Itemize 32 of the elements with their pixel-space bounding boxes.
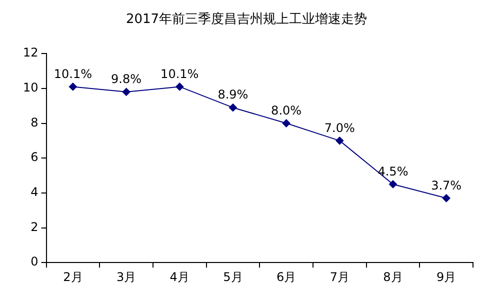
point [442, 194, 450, 202]
point [228, 104, 237, 112]
x-tick-label: 9月 [436, 270, 456, 284]
x-tick-label: 8月 [383, 270, 403, 284]
chart-title: 2017年前三季度昌吉州规上工业增速走势 [126, 11, 368, 28]
point [122, 88, 130, 96]
y-tick-label: 2 [30, 220, 38, 234]
data-label: 10.1% [54, 66, 92, 81]
x-tick-label: 7月 [330, 270, 350, 284]
data-label: 4.5% [378, 164, 408, 178]
point [388, 180, 397, 188]
data-label: 8.0% [271, 103, 302, 118]
x-tick-label: 3月 [116, 270, 136, 284]
y-tick-label: 4 [30, 185, 38, 200]
data-label: 8.9% [218, 88, 248, 102]
y-tick-label: 12 [22, 46, 38, 60]
y-tick-label: 8 [30, 115, 38, 130]
x-tick-label: 5月 [223, 270, 243, 284]
point [68, 82, 77, 91]
point [336, 136, 344, 145]
point [282, 119, 290, 128]
y-tick-label: 10 [22, 80, 38, 95]
y-tick-label: 6 [30, 150, 38, 164]
point [176, 82, 184, 91]
data-label: 10.1% [160, 66, 199, 81]
data-label: 3.7% [431, 178, 462, 192]
data-label: 7.0% [324, 120, 355, 135]
x-tick-label: 4月 [170, 270, 190, 284]
x-tick-label: 6月 [276, 270, 296, 284]
data-label: 9.8% [111, 72, 142, 86]
x-tick-label: 2月 [63, 270, 83, 284]
y-tick-label: 0 [30, 254, 38, 269]
